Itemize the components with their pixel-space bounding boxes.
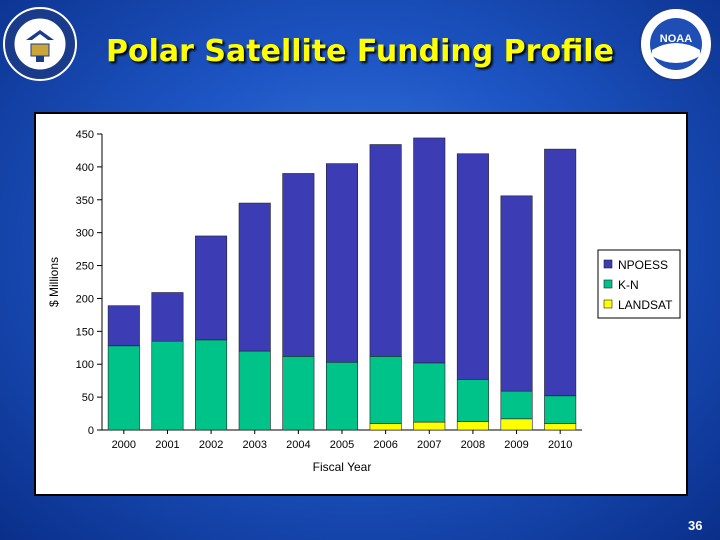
y-tick-label: 450 — [76, 129, 94, 141]
x-tick-label: 2010 — [548, 439, 572, 451]
y-tick-label: 100 — [76, 359, 94, 371]
bar-landsat-2010 — [544, 423, 577, 431]
y-tick-label: 350 — [76, 195, 94, 207]
bar-npoess-2002 — [195, 235, 228, 341]
x-axis-title: Fiscal Year — [313, 460, 372, 474]
y-tick-label: 400 — [76, 162, 94, 174]
legend-swatch-npoess — [603, 259, 613, 269]
x-tick-label: 2006 — [373, 439, 397, 451]
y-axis-title: $ Millions — [47, 257, 61, 307]
bar-npoess-2009 — [500, 195, 533, 392]
x-tick-label: 2008 — [461, 439, 485, 451]
bar-k-n-2008 — [456, 379, 489, 422]
slide-title: Polar Satellite Funding Profile — [106, 34, 614, 69]
page-number: 36 — [688, 518, 703, 533]
bar-k-n-2010 — [544, 395, 577, 424]
bar-landsat-2007 — [413, 421, 446, 431]
bar-landsat-2008 — [456, 421, 489, 431]
x-tick-label: 2004 — [286, 439, 310, 451]
legend-label-k-n: K-N — [618, 278, 639, 292]
noaa-logo-text: NOAA — [660, 33, 692, 45]
bar-k-n-2000 — [107, 345, 140, 431]
legend-label-landsat: LANDSAT — [618, 298, 673, 312]
bar-npoess-2001 — [151, 292, 184, 342]
x-tick-label: 2007 — [417, 439, 441, 451]
bar-npoess-2010 — [544, 148, 577, 397]
chart-panel: 0 50 100 150 200 250 300 350 400 450 2000 2001 2002 2… — [34, 112, 688, 496]
bar-k-n-2004 — [282, 356, 315, 431]
bar-k-n-2002 — [195, 339, 228, 431]
bar-npoess-2003 — [238, 202, 271, 352]
bar-k-n-2007 — [413, 362, 446, 423]
bar-k-n-2005 — [325, 361, 359, 431]
bar-npoess-2005 — [325, 163, 359, 363]
bar-npoess-2000 — [107, 305, 140, 347]
bar-k-n-2003 — [238, 350, 271, 431]
bar-landsat-2009 — [500, 418, 533, 431]
x-tick-label: 2002 — [199, 439, 223, 451]
y-tick-label: 250 — [76, 261, 94, 273]
bar-k-n-2006 — [369, 356, 402, 424]
bar-npoess-2008 — [456, 153, 489, 380]
y-tick-label: 300 — [76, 228, 94, 240]
y-tick-label: 50 — [82, 392, 94, 404]
bar-k-n-2009 — [500, 390, 533, 420]
bar-npoess-2004 — [282, 173, 315, 357]
bar-npoess-2007 — [413, 137, 446, 364]
bar-k-n-2001 — [151, 340, 184, 431]
x-tick-label: 2000 — [112, 439, 136, 451]
x-tick-label: 2001 — [155, 439, 179, 451]
bar-npoess-2006 — [369, 144, 402, 357]
funding-chart: 0 50 100 150 200 250 300 350 400 450 2000 2001 2002 2… — [47, 129, 681, 474]
legend-label-npoess: NPOESS — [618, 258, 668, 272]
noaa-logo: NOAA — [639, 7, 713, 81]
legend-swatch-landsat — [603, 299, 613, 309]
y-tick-label: 200 — [76, 293, 94, 305]
bar-landsat-2006 — [369, 423, 402, 431]
department-of-commerce-seal — [3, 7, 77, 81]
y-tick-label: 150 — [76, 326, 94, 338]
y-tick-label: 0 — [88, 425, 94, 437]
x-tick-label: 2005 — [330, 439, 354, 451]
x-tick-label: 2003 — [242, 439, 266, 451]
legend-swatch-k-n — [603, 279, 613, 289]
x-tick-label: 2009 — [504, 439, 528, 451]
